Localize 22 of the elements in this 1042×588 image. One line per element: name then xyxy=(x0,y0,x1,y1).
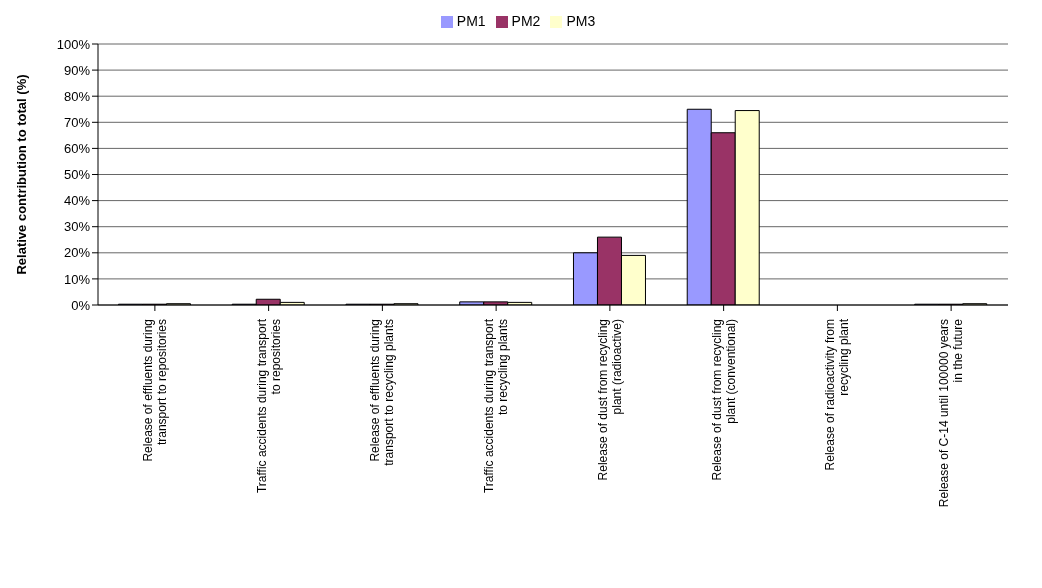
y-tick-label: 30% xyxy=(63,219,91,235)
x-tick-label: Release of radioactivity from recycling plant xyxy=(823,318,852,471)
x-tick-label: Release of dust from recycling plant (radioactive) xyxy=(595,319,624,481)
x-tick-label: Release of effluents during transport to repositories xyxy=(140,319,169,462)
x-tick-label: Traffic accidents during transport to recycling plants xyxy=(482,318,511,494)
y-axis-title: Relative contribution to total (%) xyxy=(13,74,29,275)
y-tick-label: 0% xyxy=(71,297,91,313)
legend-label: PM1 xyxy=(456,13,486,29)
y-tick-label: 60% xyxy=(63,141,91,157)
legend-label: PM2 xyxy=(511,13,541,29)
y-tick-label: 100% xyxy=(56,36,91,52)
y-tick-label: 70% xyxy=(63,114,91,130)
y-tick-label: 50% xyxy=(63,167,91,183)
legend-label: PM3 xyxy=(566,13,596,29)
x-tick-label: Release of C-14 until 100000 years in the future xyxy=(937,318,966,508)
x-tick-label: Traffic accidents during transport to repositories xyxy=(254,318,283,494)
y-tick-label: 90% xyxy=(63,62,91,78)
y-tick-label: 10% xyxy=(63,271,91,287)
y-tick-label: 40% xyxy=(63,193,91,209)
x-tick-label: Release of dust from recycling plant (conventional) xyxy=(709,319,738,481)
y-tick-label: 80% xyxy=(63,88,91,104)
y-tick-label: 20% xyxy=(63,245,91,261)
